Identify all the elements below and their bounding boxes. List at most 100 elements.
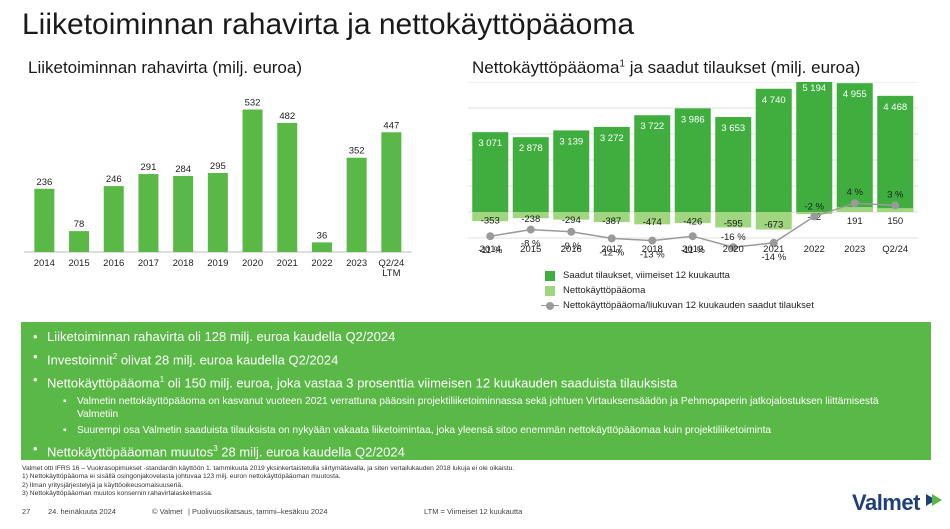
footer-ltm-note: LTM = Viimeiset 12 kuukautta [424,507,523,516]
cf-value-label: 78 [74,219,85,230]
cf-bar [346,157,367,252]
nwc-x-tick-label: 2021 [763,244,784,255]
cf-x-tick-label: 2014 [34,258,55,269]
nwc-x-tick-label: 2020 [723,244,744,255]
nwc-value-label: -353 [481,216,500,227]
cf-bar [381,132,402,252]
nwc-bar [472,212,509,222]
cf-x-tick-label: 2018 [173,258,194,269]
bullet-text: Nettokäyttöpääoma1 oli 150 milj. euroa, … [47,370,677,393]
sub-bullet-text: Suurempi osa Valmetin saaduista tilauksi… [77,424,772,436]
cf-x-tick-label: 2021 [277,258,298,269]
orders-bar [553,130,590,212]
ratio-point [891,201,900,210]
orders-bar [674,108,711,212]
ratio-point [526,225,535,234]
bullet-text-part: oli 150 milj. euroa, joka vastaa 3 prose… [164,375,678,391]
ratio-value-label: -16 % [721,232,746,243]
ratio-point [607,234,616,243]
ratio-value-label: -12 % [599,247,624,258]
page-title: Liiketoiminnan rahavirta ja nettokäyttöp… [22,8,635,41]
footnote-ref: 1 [159,375,165,385]
orders-value-label: 4 468 [883,102,907,113]
cf-value-label: 246 [106,174,122,185]
cf-value-label: 532 [245,98,261,109]
nwc-value-label: -387 [602,216,621,227]
cf-bar [138,174,159,252]
legend-label-orders: Saadut tilaukset, viimeiset 12 kuukautta [563,270,730,281]
bullet-text-part: Nettokäyttöpääoma [47,375,160,391]
ratio-value-label: 4 % [847,187,864,198]
ratio-point [486,232,495,241]
ratio-point [729,243,738,252]
nwc-chart-legend: Saadut tilaukset, viimeiset 12 kuukautta… [541,268,814,313]
valmet-logo: Valmet [852,488,942,518]
bullet-text: Nettokäyttöpääoman muutos3 28 milj. euro… [47,439,405,462]
nwc-bar [553,212,590,220]
cf-x-tick-label: 2019 [207,258,228,269]
bullet-dot: • [33,329,38,344]
nwc-bar [512,212,549,219]
cash-flow-chart-title: Liiketoiminnan rahavirta (milj. euroa) [28,58,303,77]
legend-line-marker [541,301,559,311]
orders-value-label: 3 139 [559,136,583,147]
ratio-value-label: -8 % [521,239,541,250]
orders-bar [512,137,549,212]
cf-x-tick-label: Q2/24 [378,258,404,269]
footnote-3: 3) Nettokäyttöpääoman muutos konsernin r… [22,490,213,498]
nwc-bar [836,207,873,212]
nwc-x-tick-label: Q2/24 [882,244,908,255]
ratio-value-label: -11 % [681,245,706,256]
nwc-bar [877,208,914,212]
bullet-text-part: 28 milj. euroa kaudella Q2/2024 [217,444,405,460]
ratio-point [648,236,657,245]
orders-value-label: 2 878 [519,143,543,154]
nwc-bar [715,212,752,228]
orders-value-label: 3 071 [478,138,502,149]
ratio-value-label: 3 % [887,189,904,200]
bullet-dot: • [33,372,38,388]
orders-bar [634,115,671,212]
cf-value-label: 284 [175,164,191,175]
cf-x-tick-label: LTM [382,268,400,279]
orders-value-label: 3 272 [600,133,624,144]
footer-date: 24. heinäkuuta 2024 [48,507,116,516]
footnote-2: 2) Ilman yritysjärjestelyjä ja käyttöoik… [22,481,183,489]
footnotes: Valmet otti IFRS 16 – Vuokrasopimukset -… [22,465,514,499]
bullet-investments: • Investoinnit2 olivat 28 milj. euroa ka… [33,347,919,370]
nwc-title-footnote-ref: 1 [619,58,625,70]
bullet-nwc: • Nettokäyttöpääoma1 oli 150 milj. euroa… [33,370,919,393]
orders-value-label: 5 194 [802,83,826,94]
nwc-title-text-2: ja saadut tilaukset (milj. euroa) [624,58,861,77]
nwc-bar [674,212,711,224]
cf-bar [311,242,332,252]
cash-flow-bar-chart: 236 2014 78 2015 246 2016 291 2017 284 2018 295 201… [24,98,412,279]
orders-bar [593,126,630,212]
cf-value-label: 36 [317,230,328,241]
legend-label-ratio: Nettokäyttöpääoma/liukuvan 12 kuukauden … [563,300,814,311]
ratio-value-label: -13 % [640,250,665,261]
logo-arrow-icon [926,494,942,506]
cf-value-label: 236 [36,177,52,188]
nwc-x-tick-label: 2018 [642,244,663,255]
page-number: 27 [22,507,31,516]
nwc-value-label: 191 [847,216,863,227]
legend-swatch-nwc [545,285,555,296]
cf-x-tick-label: 2015 [68,258,89,269]
sub-bullet-stable-business: ▪ Suurempi osa Valmetin saaduista tilauk… [33,424,919,438]
nwc-x-tick-label: 2014 [480,244,501,255]
ratio-value-label: -9 % [561,241,581,252]
nwc-value-label: -238 [521,214,540,225]
nwc-value-label: -426 [683,217,702,228]
orders-bar [715,117,752,212]
cf-bar [173,175,194,252]
cf-x-tick-label: 2017 [138,258,159,269]
cf-value-label: 447 [383,120,399,131]
cf-x-tick-label: 2022 [311,258,332,269]
footnote-ref: 2 [112,352,118,361]
bullet-text-part: Investoinnit [47,352,113,368]
bullet-nwc-change: • Nettokäyttöpääoman muutos3 28 milj. eu… [33,439,919,462]
nwc-bar [634,212,671,225]
nwc-orders-chart: 3 071 2 878 3 139 3 272 3 722 3 986 3 653 4 740… [468,82,918,262]
footer-copyright: © Valmet [152,507,183,516]
